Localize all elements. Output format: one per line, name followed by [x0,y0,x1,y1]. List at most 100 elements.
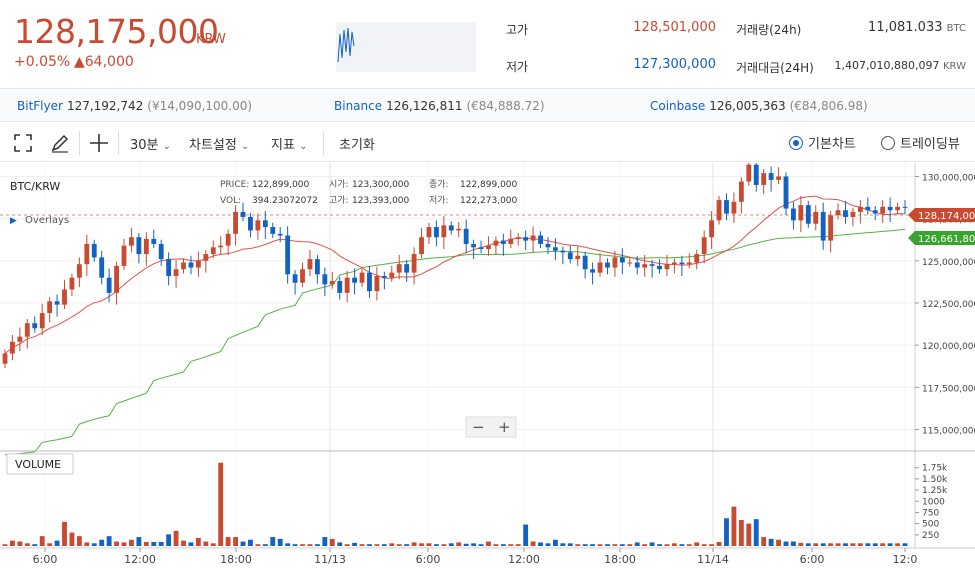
time-tick-label: 6:00 [33,553,58,566]
info-high-label: 고가: [329,195,349,206]
overlays-toggle-icon[interactable]: ▶ [10,216,17,226]
volume-tick-label: 1.25k [922,486,948,496]
candle-body [530,235,536,241]
candle-body [91,243,97,258]
chart-settings-dropdown[interactable]: 차트설정 ⌄ [189,134,249,153]
zoom-out-button[interactable]: − [472,418,485,436]
exchange-foreign-value: (€84,806.98) [789,99,868,113]
candle-body [76,264,82,278]
volume-bar [62,521,67,546]
low-label: 저가 [506,60,529,74]
volume-bar [188,542,194,546]
volume-bar [352,542,358,546]
candle-body [166,259,172,276]
volume-bar [850,543,856,546]
volume-bar [768,538,774,546]
volume-bar [857,543,863,546]
exchange-name: Coinbase [650,99,706,113]
reset-button[interactable]: 초기화 [339,138,375,153]
exchange-bitflyer[interactable]: BitFlyer 127,192,742 (¥14,090,100.00) [17,99,252,113]
candle-body [121,245,127,266]
volume-bar [106,536,112,546]
price-tick-label: 122,500,000 [922,300,975,310]
candle-body [746,164,752,182]
volume-tick-label: 1.50k [922,475,948,485]
basic-chart-radio[interactable]: 기본차트 [789,133,856,152]
volume-bar [880,543,886,546]
crosshair-icon[interactable] [88,132,110,154]
candle-body [843,210,848,217]
volume-bar [738,520,744,546]
sparkline-thumbnail [336,22,476,72]
volume-bar [47,543,53,546]
volume-bar [694,542,700,546]
volume-bar [136,537,142,546]
indicators-dropdown[interactable]: 지표 ⌄ [271,134,307,153]
exchange-foreign-value: (¥14,090,100.00) [147,99,253,113]
candle-body [411,254,417,273]
volume-title: VOLUME [15,458,61,471]
time-tick-label: 6:00 [800,553,825,566]
interval-dropdown[interactable]: 30분 ⌄ [130,134,171,153]
draw-pencil-icon[interactable] [49,132,71,154]
indicators-label: 지표 [271,138,295,153]
candle-body [173,269,179,276]
time-tick-label: 18:00 [604,553,636,566]
volume-bar [143,541,149,546]
volume-bar [463,543,469,546]
tradingview-label: 트레이딩뷰 [900,137,960,152]
volume-bar [262,544,268,546]
candlestick-chart[interactable]: 130,000,000127,500,000125,000,000122,500… [0,155,975,578]
tradingview-radio[interactable]: 트레이딩뷰 [881,133,960,152]
candle-body [865,206,871,211]
volume-tick-label: 1.75k [922,464,948,474]
candle-body [374,275,380,292]
overlays-toggle[interactable]: Overlays [25,215,69,226]
volume-bar [218,462,224,546]
candle-body [701,237,707,255]
candle-body [694,254,700,263]
exchange-value: 126,005,363 [709,99,786,113]
candle-body [292,274,298,283]
price-chart-area[interactable]: 130,000,000127,500,000125,000,000122,500… [0,155,975,578]
candle-body [664,264,670,270]
volume-bar [389,543,395,546]
candle-body [203,254,209,261]
exchange-coinbase[interactable]: Coinbase 126,005,363 (€84,806.98) [650,99,868,113]
candle-body [605,262,610,268]
volume-bar [508,544,514,546]
candle-body [612,257,618,268]
volume-bars-group [2,462,908,546]
volume-bar [374,544,380,546]
volume-bar [523,524,529,546]
volume-bar [329,538,335,546]
volume-bar [902,543,908,546]
volume-bar [538,542,543,546]
exchange-binance[interactable]: Binance 126,126,811 (€84,888.72) [334,99,545,113]
time-tick-label: 12:0 [893,553,918,566]
volume-24h-unit: BTC [946,23,966,34]
candle-body [820,211,826,241]
zoom-controls [465,416,517,438]
exchange-value: 127,192,742 [66,99,144,113]
change-amount: ▲64,000 [74,54,134,70]
moving-average-short-line [4,195,906,354]
volume-bar [210,543,216,546]
candle-body [791,208,796,221]
volume-bar [471,543,477,546]
volume-bar [731,506,737,546]
candle-body [240,211,246,217]
candle-body [642,264,648,268]
volume-bar [114,541,119,546]
candle-body [337,281,343,293]
candle-body [389,272,395,278]
candle-body [828,215,834,241]
volume-bar [181,540,186,546]
candle-body [419,237,424,255]
zoom-in-button[interactable]: + [498,418,511,436]
toolbar-divider [118,131,119,155]
fullscreen-icon[interactable] [12,132,34,154]
candle-body [768,173,774,180]
info-open-value: 123,300,000 [352,180,410,190]
